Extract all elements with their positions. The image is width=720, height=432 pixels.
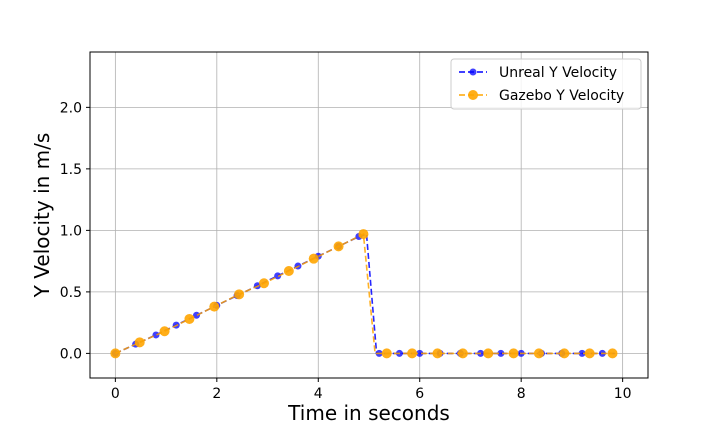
series-1-point (407, 348, 418, 359)
x-tick-label: 8 (517, 386, 526, 402)
series-1-point (381, 348, 392, 359)
series-1-point (358, 229, 369, 240)
y-tick-label: 1.0 (60, 223, 82, 239)
series-1-line (115, 232, 613, 355)
legend-box (450, 58, 642, 110)
series-1-point (234, 289, 245, 300)
series-1-point (584, 348, 595, 359)
y-tick-label: 2.0 (60, 100, 82, 116)
series-1 (110, 229, 618, 359)
series-1-point (559, 348, 570, 359)
series-1-point (457, 348, 468, 359)
legend-label-1: Gazebo Y Velocity (499, 88, 624, 104)
x-tick-label: 10 (614, 386, 632, 402)
x-tick-label: 0 (111, 386, 120, 402)
series-1-point (209, 301, 220, 312)
y-tick-label: 0.5 (60, 285, 82, 301)
y-tick-label: 0.0 (60, 346, 82, 362)
ticks: 0 2 4 6 8 10 0.0 0.5 1.0 1.5 2.0 (60, 100, 632, 402)
legend-marker-1 (468, 90, 478, 100)
series-0-point (274, 272, 282, 280)
series-1-point (258, 278, 269, 289)
series-1-point (533, 348, 544, 359)
x-tick-label: 6 (415, 386, 424, 402)
legend-label-0: Unreal Y Velocity (499, 65, 617, 81)
series-1-point (283, 265, 294, 276)
legend-marker-0 (469, 68, 477, 76)
x-tick-label: 4 (314, 386, 323, 402)
x-tick-label: 2 (212, 386, 221, 402)
series-1-point (159, 326, 170, 337)
series-1-point (308, 253, 319, 264)
series-1-point (333, 241, 344, 252)
y-axis-label: Y Velocity in m/s (30, 133, 54, 299)
series-1-point (508, 348, 519, 359)
series-0-point (416, 349, 424, 357)
series-0-point (578, 349, 586, 357)
series-layer (110, 229, 618, 359)
plot-frame (89, 51, 649, 379)
series-1-point (134, 337, 145, 348)
series-0-point (193, 311, 201, 319)
series-1-point (483, 348, 494, 359)
series-1-point (432, 348, 443, 359)
series-0-point (497, 349, 505, 357)
x-axis-label: Time in seconds (287, 401, 450, 425)
y-tick-label: 1.5 (60, 162, 82, 178)
series-1-point (607, 348, 618, 359)
legend: Unreal Y Velocity Gazebo Y Velocity (450, 58, 642, 110)
series-1-point (110, 348, 121, 359)
series-1-point (184, 313, 195, 324)
series-0-point (152, 331, 160, 339)
